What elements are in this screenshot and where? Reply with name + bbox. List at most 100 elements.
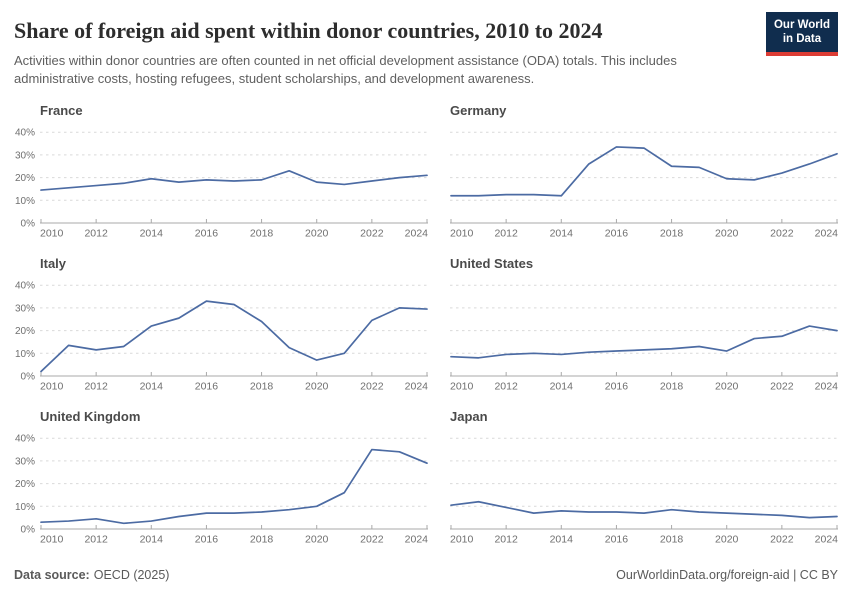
- facet-france: France 0% 10% 20% 30% 40% 2010 2012 2014 2016 2018…: [14, 103, 428, 240]
- y-axis-label: 10%: [15, 195, 35, 206]
- facet-title: United Kingdom: [40, 408, 141, 424]
- y-axis-label: 0%: [21, 524, 36, 535]
- x-axis-label: 2022: [770, 533, 794, 545]
- x-axis-label: 2016: [605, 533, 629, 545]
- y-axis-label: 40%: [15, 280, 35, 291]
- x-axis-label: 2018: [660, 227, 684, 239]
- facet-title: Japan: [450, 408, 488, 424]
- x-axis-label: 2016: [605, 380, 629, 392]
- y-axis-label: 0%: [21, 218, 36, 229]
- y-axis-label: 30%: [15, 303, 35, 314]
- facet-plot: 2010 2012 2014 2016 2018 2020 2022 2024: [450, 131, 838, 239]
- x-axis-label: 2012: [84, 227, 108, 239]
- facet-united-states: United States 2010 2012 2014 2016 2018 2020 202…: [450, 256, 838, 393]
- data-line: [40, 299, 428, 372]
- logo-line-1: Our World: [773, 19, 830, 31]
- x-axis-label: 2014: [550, 533, 574, 545]
- y-axis-label: 30%: [15, 456, 35, 467]
- facet-japan: Japan 2010 2012 2014 2016 2018 2020 2022 2024: [450, 409, 838, 546]
- y-axis-label: 20%: [15, 326, 35, 337]
- facet-italy: Italy 0% 10% 20% 30% 40% 2010 2012 2014 2016 2018 2…: [14, 256, 428, 393]
- y-axis-label: 10%: [15, 501, 35, 512]
- x-axis-label: 2022: [770, 380, 794, 392]
- page-title: Share of foreign aid spent within donor …: [14, 18, 603, 43]
- header: Share of foreign aid spent within donor …: [14, 12, 838, 89]
- x-axis-label: 2024: [815, 227, 838, 239]
- facet-title: France: [40, 102, 83, 118]
- footer: Data source: OECD (2025) OurWorldinData.o…: [14, 568, 838, 582]
- x-axis-label: 2014: [550, 227, 574, 239]
- x-axis-label: 2010: [450, 227, 474, 239]
- facet-title: Italy: [40, 255, 67, 271]
- x-axis-label: 2024: [405, 227, 428, 239]
- x-axis-label: 2012: [494, 533, 518, 545]
- x-axis-label: 2020: [305, 227, 329, 239]
- x-axis-label: 2014: [140, 227, 164, 239]
- x-axis-label: 2010: [450, 380, 474, 392]
- x-axis-label: 2024: [405, 380, 428, 392]
- x-axis-label: 2016: [195, 533, 219, 545]
- data-source: Data source: OECD (2025): [14, 568, 169, 582]
- y-axis-label: 20%: [15, 479, 35, 490]
- x-axis-label: 2020: [715, 227, 739, 239]
- data-line: [40, 448, 428, 524]
- x-axis-label: 2020: [305, 380, 329, 392]
- x-axis-label: 2014: [550, 380, 574, 392]
- x-axis-label: 2020: [715, 380, 739, 392]
- facet-plot: 2010 2012 2014 2016 2018 2020 2022 2024: [450, 284, 838, 392]
- y-axis-label: 0%: [21, 371, 36, 382]
- facet-united-kingdom: United Kingdom 0% 10% 20% 30% 40% 2010 2012 2014…: [14, 409, 428, 546]
- data-line: [40, 169, 428, 191]
- x-axis-label: 2024: [405, 533, 428, 545]
- logo-accent-bar: [765, 51, 838, 56]
- facet-plot: 0% 10% 20% 30% 40% 2010 2012 2014 2016 2018 2020 20…: [15, 127, 428, 239]
- facet-grid: France 0% 10% 20% 30% 40% 2010 2012 2014 2016 2018…: [14, 103, 838, 546]
- facet-plot: 0% 10% 20% 30% 40% 2010 2012 2014 2016 2018 2020 20…: [15, 280, 428, 392]
- data-line: [450, 324, 838, 359]
- x-axis-label: 2018: [660, 380, 684, 392]
- x-axis-label: 2010: [40, 533, 64, 545]
- owid-logo: Our World in Data: [765, 12, 838, 56]
- y-axis-label: 20%: [15, 173, 35, 184]
- x-axis-label: 2016: [605, 227, 629, 239]
- x-axis-label: 2022: [360, 533, 384, 545]
- x-axis-label: 2012: [84, 380, 108, 392]
- y-axis-label: 40%: [15, 127, 35, 138]
- facet-title: United States: [450, 255, 534, 271]
- owid-logo-box: Our World in Data: [765, 12, 838, 52]
- x-axis-label: 2022: [360, 380, 384, 392]
- y-axis-label: 40%: [15, 433, 35, 444]
- x-axis-label: 2014: [140, 533, 164, 545]
- x-axis-label: 2014: [140, 380, 164, 392]
- x-axis-label: 2018: [250, 227, 274, 239]
- x-axis-label: 2016: [195, 227, 219, 239]
- facet-title: Germany: [450, 102, 507, 118]
- x-axis-label: 2010: [450, 533, 474, 545]
- facet-plot: 2010 2012 2014 2016 2018 2020 2022 2024: [450, 437, 838, 545]
- x-axis-label: 2022: [770, 227, 794, 239]
- x-axis-label: 2020: [715, 533, 739, 545]
- x-axis-label: 2012: [84, 533, 108, 545]
- attribution-text: OurWorldinData.org/foreign-aid | CC BY: [616, 567, 838, 582]
- facet-plot: 0% 10% 20% 30% 40% 2010 2012 2014 2016 2018 2020 20…: [15, 433, 428, 545]
- data-line: [450, 145, 838, 197]
- x-axis-label: 2010: [40, 380, 64, 392]
- facet-germany: Germany 2010 2012 2014 2016 2018 2020 2022 2024: [450, 103, 838, 240]
- x-axis-label: 2018: [660, 533, 684, 545]
- x-axis-label: 2012: [494, 227, 518, 239]
- logo-line-2: in Data: [782, 33, 822, 46]
- page-subtitle: Activities within donor countries are of…: [14, 53, 677, 87]
- y-axis-label: 30%: [15, 150, 35, 161]
- data-source-label: Data source:: [14, 567, 90, 582]
- x-axis-label: 2018: [250, 380, 274, 392]
- title-block: Share of foreign aid spent within donor …: [14, 12, 759, 89]
- x-axis-label: 2022: [360, 227, 384, 239]
- x-axis-label: 2016: [195, 380, 219, 392]
- x-axis-label: 2024: [815, 533, 838, 545]
- x-axis-label: 2010: [40, 227, 64, 239]
- x-axis-label: 2024: [815, 380, 838, 392]
- y-axis-label: 10%: [15, 348, 35, 359]
- x-axis-label: 2018: [250, 533, 274, 545]
- data-source-value: OECD (2025): [93, 567, 170, 582]
